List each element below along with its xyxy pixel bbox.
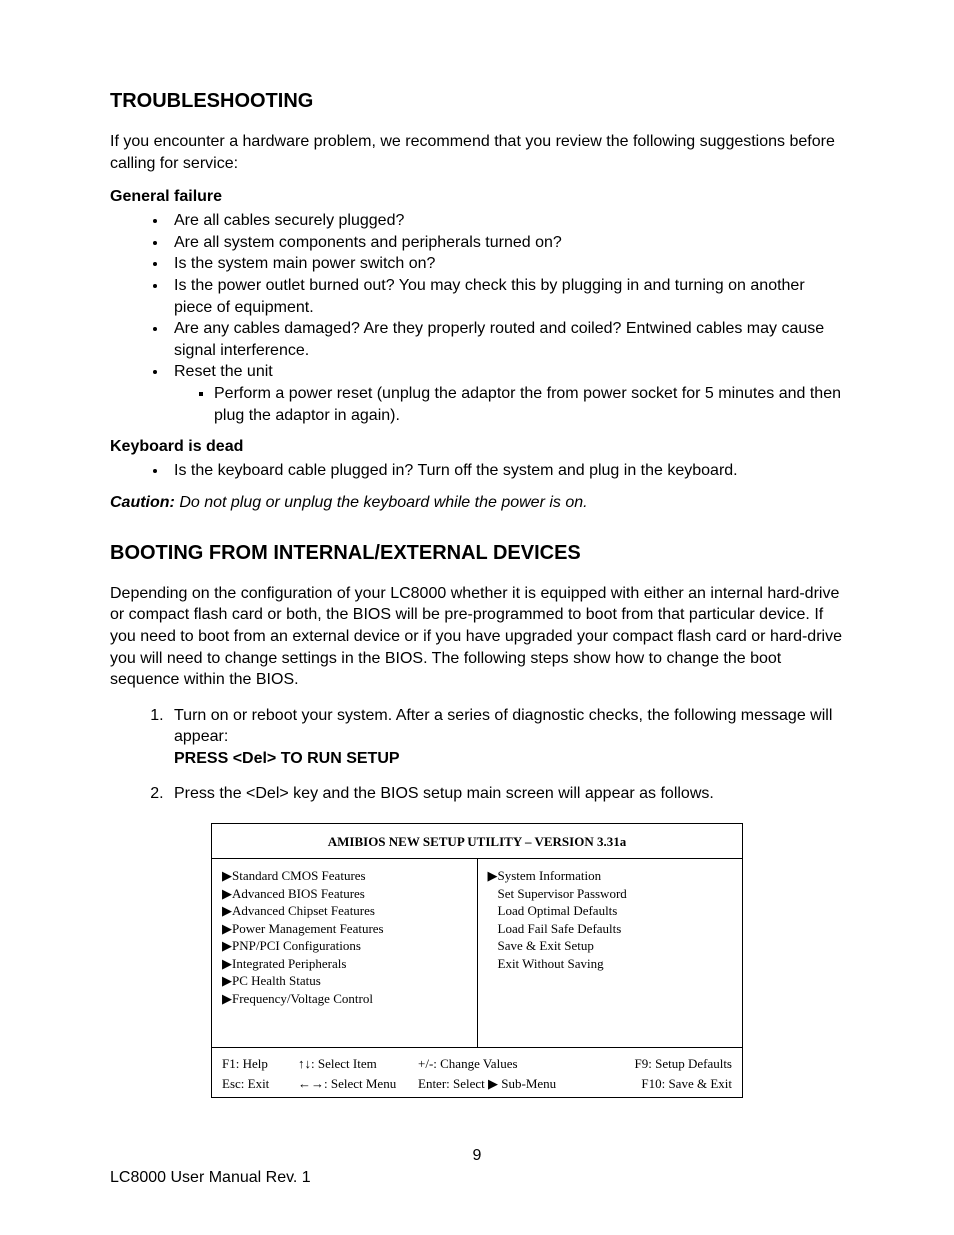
triangle-icon: ▶ — [222, 885, 232, 903]
footer-cell: Enter: Select ▶ Sub-Menu — [418, 1074, 592, 1094]
bios-menu-item: Set Supervisor Password — [488, 885, 733, 903]
step-item: Press the <Del> key and the BIOS setup m… — [168, 783, 844, 805]
triangle-icon: ▶ — [222, 972, 232, 990]
list-item: Is the keyboard cable plugged in? Turn o… — [168, 460, 844, 482]
bios-menu-item: ▶PC Health Status — [222, 972, 467, 990]
bios-menu-label: Advanced BIOS Features — [232, 886, 365, 901]
list-item: Are all cables securely plugged? — [168, 210, 844, 232]
general-failure-heading: General failure — [110, 188, 844, 206]
troubleshooting-heading: TROUBLESHOOTING — [110, 90, 844, 113]
list-item: Reset the unit Perform a power reset (un… — [168, 361, 844, 426]
caution-text: Do not plug or unplug the keyboard while… — [175, 494, 588, 511]
triangle-icon: ▶ — [222, 937, 232, 955]
booting-heading: BOOTING FROM INTERNAL/EXTERNAL DEVICES — [110, 542, 844, 565]
bios-menu-item: Load Optimal Defaults — [488, 902, 733, 920]
step-item: Turn on or reboot your system. After a s… — [168, 705, 844, 770]
bios-menu-item: Exit Without Saving — [488, 955, 733, 973]
list-item: Is the system main power switch on? — [168, 253, 844, 275]
bios-screenshot: AMIBIOS NEW SETUP UTILITY – VERSION 3.31… — [211, 823, 743, 1098]
bios-menu-label: Frequency/Voltage Control — [232, 991, 373, 1006]
bios-menu-label: Power Management Features — [232, 921, 384, 936]
step-text: Turn on or reboot your system. After a s… — [174, 707, 832, 746]
page-number: 9 — [0, 1147, 954, 1165]
list-item: Are any cables damaged? Are they properl… — [168, 318, 844, 361]
caution-line: Caution: Do not plug or unplug the keybo… — [110, 494, 844, 512]
keyboard-dead-heading: Keyboard is dead — [110, 438, 844, 456]
general-failure-list: Are all cables securely plugged? Are all… — [110, 210, 844, 426]
bios-menu-item: Load Fail Safe Defaults — [488, 920, 733, 938]
footer-cell: ←→: Select Menu — [298, 1074, 418, 1094]
triangle-icon: ▶ — [222, 920, 232, 938]
reset-sublist: Perform a power reset (unplug the adapto… — [174, 383, 844, 426]
footer-doc-title: LC8000 User Manual Rev. 1 — [110, 1169, 311, 1187]
page: TROUBLESHOOTING If you encounter a hardw… — [0, 0, 954, 1235]
footer-cell: F1: Help — [222, 1054, 298, 1074]
bios-menu-item: Save & Exit Setup — [488, 937, 733, 955]
bios-left-column: ▶Standard CMOS Features▶Advanced BIOS Fe… — [212, 859, 478, 1047]
bios-footer-row: F1: Help ↑↓: Select Item +/-: Change Val… — [222, 1054, 732, 1074]
list-item-label: Reset the unit — [174, 363, 273, 380]
bios-menu-label: Load Fail Safe Defaults — [498, 921, 622, 936]
bios-menu-item: ▶Advanced Chipset Features — [222, 902, 467, 920]
bios-menu-label: Exit Without Saving — [498, 956, 604, 971]
bios-menu-item: ▶PNP/PCI Configurations — [222, 937, 467, 955]
triangle-icon: ▶ — [222, 990, 232, 1008]
triangle-icon: ▶ — [222, 867, 232, 885]
bios-menu-item: ▶Frequency/Voltage Control — [222, 990, 467, 1008]
triangle-icon: ▶ — [222, 902, 232, 920]
bios-menu-label: PNP/PCI Configurations — [232, 938, 361, 953]
steps-list: Turn on or reboot your system. After a s… — [110, 705, 844, 805]
footer-cell: +/-: Change Values — [418, 1054, 592, 1074]
footer-cell: Esc: Exit — [222, 1074, 298, 1094]
list-item: Perform a power reset (unplug the adapto… — [214, 383, 844, 426]
caution-label: Caution: — [110, 494, 175, 511]
footer-cell: F10: Save & Exit — [592, 1074, 732, 1094]
intro-paragraph-2: Depending on the configuration of your L… — [110, 583, 844, 691]
bios-menu-label: Set Supervisor Password — [498, 886, 627, 901]
bios-menu-label: Save & Exit Setup — [498, 938, 594, 953]
bios-menu-item: ▶Advanced BIOS Features — [222, 885, 467, 903]
triangle-icon: ▶ — [488, 867, 498, 885]
intro-paragraph-1: If you encounter a hardware problem, we … — [110, 131, 844, 174]
bios-menu-label: PC Health Status — [232, 973, 321, 988]
triangle-icon: ▶ — [222, 955, 232, 973]
footer-cell: F9: Setup Defaults — [592, 1054, 732, 1074]
bios-menu-item: ▶Standard CMOS Features — [222, 867, 467, 885]
bios-menu-item: ▶System Information — [488, 867, 733, 885]
bios-body: ▶Standard CMOS Features▶Advanced BIOS Fe… — [212, 859, 742, 1048]
list-item: Are all system components and peripheral… — [168, 232, 844, 254]
bios-menu-label: System Information — [498, 868, 602, 883]
bios-menu-item: ▶Power Management Features — [222, 920, 467, 938]
bios-menu-label: Standard CMOS Features — [232, 868, 366, 883]
step-bold-text: PRESS <Del> TO RUN SETUP — [174, 750, 400, 767]
bios-menu-label: Advanced Chipset Features — [232, 903, 375, 918]
bios-menu-label: Integrated Peripherals — [232, 956, 346, 971]
list-item: Is the power outlet burned out? You may … — [168, 275, 844, 318]
bios-title: AMIBIOS NEW SETUP UTILITY – VERSION 3.31… — [212, 824, 742, 859]
bios-menu-item: ▶Integrated Peripherals — [222, 955, 467, 973]
bios-footer: F1: Help ↑↓: Select Item +/-: Change Val… — [212, 1048, 742, 1097]
bios-menu-label: Load Optimal Defaults — [498, 903, 618, 918]
bios-footer-row: Esc: Exit ←→: Select Menu Enter: Select … — [222, 1074, 732, 1094]
bios-right-column: ▶System InformationSet Supervisor Passwo… — [478, 859, 743, 1047]
footer-cell: ↑↓: Select Item — [298, 1054, 418, 1074]
keyboard-list: Is the keyboard cable plugged in? Turn o… — [110, 460, 844, 482]
